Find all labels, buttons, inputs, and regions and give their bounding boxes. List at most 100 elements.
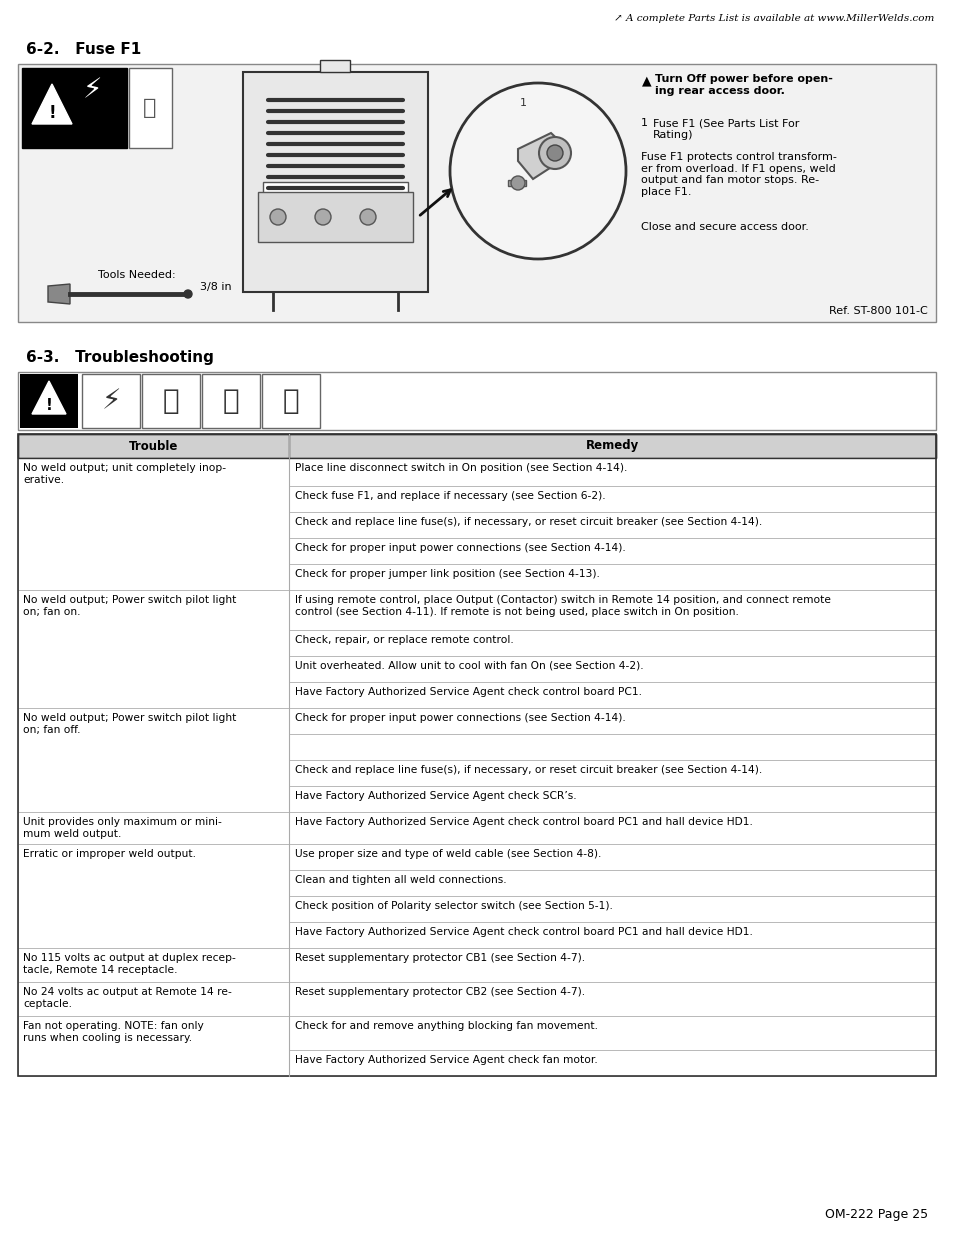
Text: Remedy: Remedy — [585, 440, 639, 452]
Bar — [289, 869, 935, 897]
Bar — [289, 760, 935, 785]
Bar — [18, 433, 935, 458]
Text: Check and replace line fuse(s), if necessary, or reset circuit breaker (see Sect: Check and replace line fuse(s), if neces… — [294, 517, 761, 527]
Bar — [18, 64, 935, 322]
Bar — [18, 844, 289, 948]
Bar — [289, 734, 935, 760]
Text: Check for proper input power connections (see Section 4-14).: Check for proper input power connections… — [294, 543, 625, 553]
Text: Close and secure access door.: Close and secure access door. — [640, 222, 808, 232]
Circle shape — [538, 137, 571, 169]
Text: Fan not operating. NOTE: fan only
runs when cooling is necessary.: Fan not operating. NOTE: fan only runs w… — [23, 1021, 204, 1042]
Text: Erratic or improper weld output.: Erratic or improper weld output. — [23, 848, 195, 860]
Circle shape — [270, 209, 286, 225]
Text: Fuse F1 (See Parts List For
Rating): Fuse F1 (See Parts List For Rating) — [652, 119, 799, 140]
Text: No weld output; Power switch pilot light
on; fan off.: No weld output; Power switch pilot light… — [23, 713, 236, 735]
Bar — [22, 68, 127, 148]
Text: Turn Off power before open-
ing rear access door.: Turn Off power before open- ing rear acc… — [655, 74, 832, 95]
Text: No weld output; unit completely inop-
erative.: No weld output; unit completely inop- er… — [23, 463, 226, 484]
Bar — [507, 180, 525, 186]
Bar — [289, 982, 935, 1016]
Text: No 24 volts ac output at Remote 14 re-
ceptacle.: No 24 volts ac output at Remote 14 re- c… — [23, 987, 232, 1009]
Bar — [289, 948, 935, 982]
Text: 1: 1 — [640, 119, 647, 128]
Circle shape — [314, 209, 331, 225]
Bar — [18, 433, 935, 1076]
Bar — [289, 682, 935, 708]
Bar — [289, 513, 935, 538]
Circle shape — [450, 83, 625, 259]
Text: 📋: 📋 — [282, 387, 299, 415]
Polygon shape — [517, 133, 567, 179]
Bar — [289, 1016, 935, 1050]
Text: ▲: ▲ — [641, 74, 651, 86]
Bar — [289, 590, 935, 630]
Text: If using remote control, place Output (Contactor) switch in Remote 14 position, : If using remote control, place Output (C… — [294, 595, 830, 616]
Text: Check fuse F1, and replace if necessary (see Section 6-2).: Check fuse F1, and replace if necessary … — [294, 492, 605, 501]
Bar — [289, 923, 935, 948]
Circle shape — [359, 209, 375, 225]
Text: 🌿: 🌿 — [222, 387, 239, 415]
Text: !: ! — [46, 398, 52, 412]
Text: 6-2.   Fuse F1: 6-2. Fuse F1 — [26, 42, 141, 57]
Text: Tools Needed:: Tools Needed: — [98, 270, 175, 280]
Text: 3/8 in: 3/8 in — [200, 282, 232, 291]
Bar — [289, 897, 935, 923]
Polygon shape — [48, 284, 70, 304]
Text: 1: 1 — [519, 98, 526, 107]
Text: Have Factory Authorized Service Agent check fan motor.: Have Factory Authorized Service Agent ch… — [294, 1055, 597, 1065]
Bar — [289, 656, 935, 682]
Text: Have Factory Authorized Service Agent check control board PC1.: Have Factory Authorized Service Agent ch… — [294, 687, 641, 697]
Bar — [18, 372, 935, 430]
Bar — [202, 374, 260, 429]
Text: No weld output; Power switch pilot light
on; fan on.: No weld output; Power switch pilot light… — [23, 595, 236, 616]
Bar — [257, 191, 413, 242]
Text: 👓: 👓 — [143, 98, 156, 119]
Bar — [289, 538, 935, 564]
Bar — [273, 215, 397, 227]
Bar — [18, 811, 289, 844]
Text: Check, repair, or replace remote control.: Check, repair, or replace remote control… — [294, 635, 513, 645]
Text: No 115 volts ac output at duplex recep-
tacle, Remote 14 receptacle.: No 115 volts ac output at duplex recep- … — [23, 953, 235, 974]
Bar — [262, 374, 319, 429]
Text: Use proper size and type of weld cable (see Section 4-8).: Use proper size and type of weld cable (… — [294, 848, 600, 860]
Bar — [289, 458, 935, 487]
Text: !: ! — [49, 104, 56, 122]
Text: Check for proper input power connections (see Section 4-14).: Check for proper input power connections… — [294, 713, 625, 722]
Bar — [129, 68, 172, 148]
Text: Check and replace line fuse(s), if necessary, or reset circuit breaker (see Sect: Check and replace line fuse(s), if neces… — [294, 764, 761, 776]
Text: Trouble: Trouble — [129, 440, 178, 452]
Text: Unit provides only maximum or mini-
mum weld output.: Unit provides only maximum or mini- mum … — [23, 818, 222, 839]
Circle shape — [511, 177, 524, 190]
Polygon shape — [32, 84, 71, 124]
Circle shape — [184, 290, 192, 298]
Text: Reset supplementary protector CB1 (see Section 4-7).: Reset supplementary protector CB1 (see S… — [294, 953, 584, 963]
Text: Place line disconnect switch in On position (see Section 4-14).: Place line disconnect switch in On posit… — [294, 463, 626, 473]
Bar — [142, 374, 200, 429]
Bar — [289, 811, 935, 844]
Text: Have Factory Authorized Service Agent check control board PC1 and hall device HD: Have Factory Authorized Service Agent ch… — [294, 927, 752, 937]
Bar — [82, 374, 140, 429]
Text: ↗ A complete Parts List is available at www.MillerWelds.com: ↗ A complete Parts List is available at … — [613, 14, 933, 23]
Bar — [289, 487, 935, 513]
Text: Ref. ST-800 101-C: Ref. ST-800 101-C — [828, 306, 927, 316]
Text: Have Factory Authorized Service Agent check SCR’s.: Have Factory Authorized Service Agent ch… — [294, 790, 576, 802]
Text: Check for proper jumper link position (see Section 4-13).: Check for proper jumper link position (s… — [294, 569, 599, 579]
Bar — [289, 844, 935, 869]
Circle shape — [546, 144, 562, 161]
Text: Fuse F1 protects control transform-
er from overload. If F1 opens, weld
output a: Fuse F1 protects control transform- er f… — [640, 152, 836, 196]
Text: ⚡: ⚡ — [101, 387, 121, 415]
Text: Have Factory Authorized Service Agent check control board PC1 and hall device HD: Have Factory Authorized Service Agent ch… — [294, 818, 752, 827]
Bar — [289, 564, 935, 590]
Polygon shape — [32, 382, 66, 414]
Text: ⚡: ⚡ — [82, 77, 102, 104]
Bar — [18, 458, 289, 590]
Bar — [20, 374, 78, 429]
Bar — [289, 1050, 935, 1076]
Bar — [289, 630, 935, 656]
Bar — [243, 72, 428, 291]
Bar — [18, 590, 289, 708]
Text: Check for and remove anything blocking fan movement.: Check for and remove anything blocking f… — [294, 1021, 598, 1031]
Text: 〰: 〰 — [163, 387, 179, 415]
Bar — [18, 708, 289, 811]
Text: Reset supplementary protector CB2 (see Section 4-7).: Reset supplementary protector CB2 (see S… — [294, 987, 584, 997]
